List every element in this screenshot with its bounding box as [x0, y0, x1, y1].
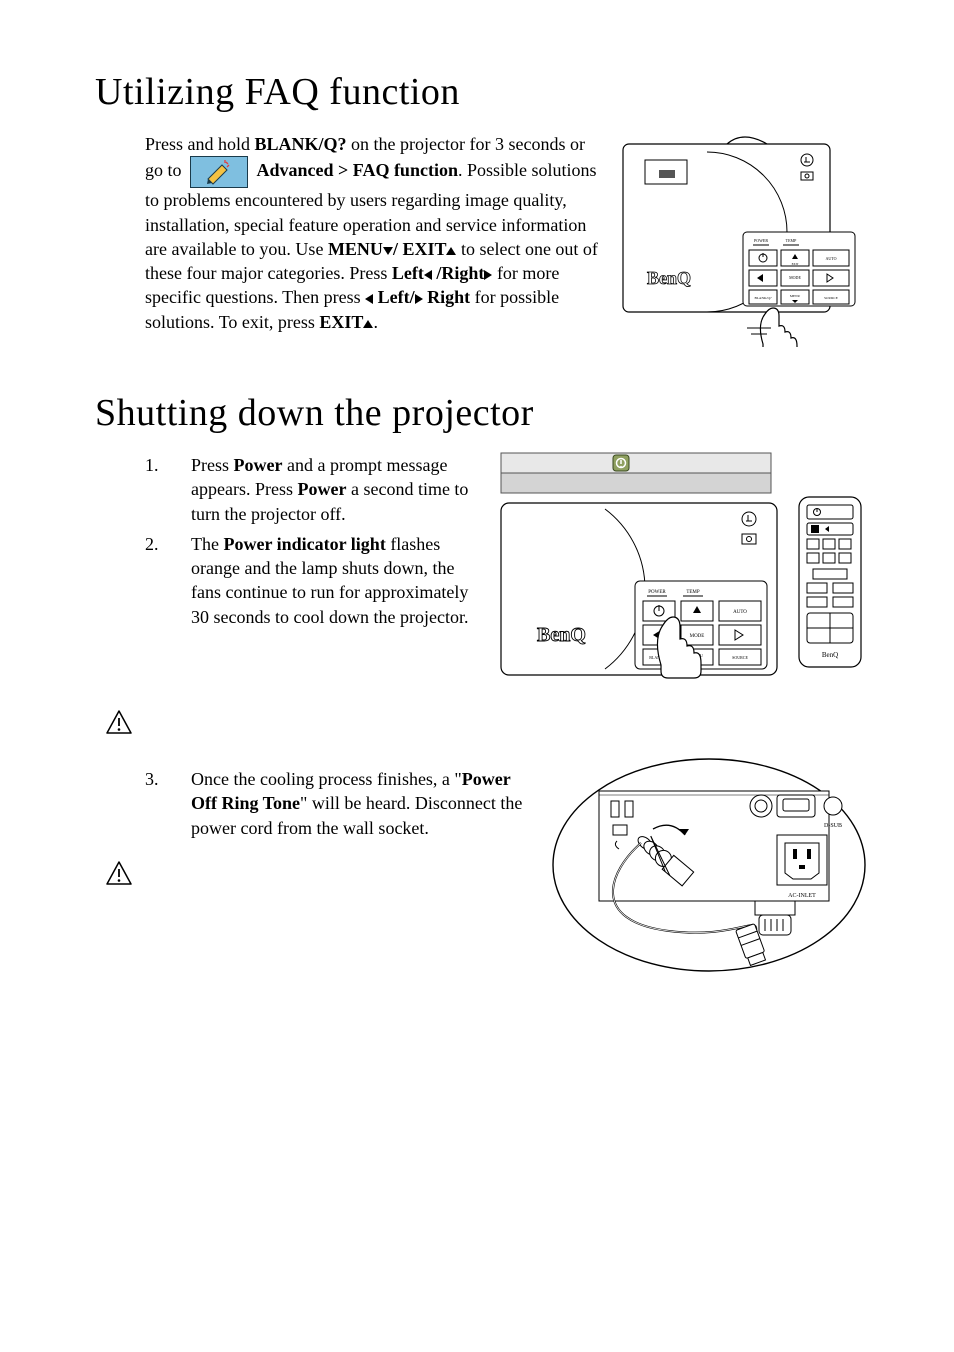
kw-left2: Left/: [378, 287, 415, 307]
svg-text:POWER: POWER: [648, 590, 666, 595]
kw-menu: MENU: [328, 239, 383, 259]
step-number: 2.: [145, 532, 191, 629]
arrow-right-icon: [415, 294, 423, 304]
svg-text:BenQ: BenQ: [537, 624, 586, 646]
kw-exit2: EXIT: [319, 312, 363, 332]
step-number: 1.: [145, 453, 191, 526]
brand-text: BenQ: [647, 268, 691, 288]
svg-text:MENU: MENU: [790, 294, 801, 298]
figure-unplug: D-SUB AC-INLET: [549, 751, 869, 979]
figure-projector-power: BenQ POWER TEMP: [497, 449, 869, 681]
step-number: 3.: [145, 767, 191, 840]
t: /: [393, 239, 398, 259]
kw-advanced: Advanced > FAQ function: [257, 160, 458, 180]
svg-text:MODE: MODE: [690, 634, 705, 639]
arrow-up-icon: [363, 320, 373, 328]
svg-text:BLANK/Q?: BLANK/Q?: [754, 296, 772, 300]
kw-left: Left: [392, 263, 424, 283]
caution-icon: [105, 709, 133, 737]
caution-1: [105, 707, 869, 737]
kw-power: Power: [297, 479, 346, 499]
step-3: 3. Once the cooling process finishes, a …: [145, 767, 531, 840]
kw-exit: EXIT: [402, 239, 446, 259]
arrow-down-icon: [383, 247, 393, 255]
arrow-left-icon: [424, 270, 432, 280]
svg-text:POWER: POWER: [754, 238, 768, 243]
svg-text:D-SUB: D-SUB: [824, 823, 842, 829]
svg-text:AC-INLET: AC-INLET: [788, 893, 816, 899]
svg-text:TEMP: TEMP: [786, 238, 797, 243]
svg-text:BenQ: BenQ: [822, 651, 838, 659]
svg-text:SOURCE: SOURCE: [732, 655, 748, 660]
t: Once the cooling process finishes, a ": [191, 769, 462, 789]
arrow-up-icon: [446, 247, 456, 255]
svg-text:MODE: MODE: [789, 275, 801, 280]
figure-projector-faq: BenQ POWER TEMP EXIT: [617, 132, 869, 347]
manual-page: Utilizing FAQ function BenQ PO: [0, 0, 954, 1352]
t: The: [191, 534, 223, 554]
kw-power-light: Power indicator light: [223, 534, 385, 554]
svg-text:SOURCE: SOURCE: [824, 296, 838, 300]
advanced-menu-icon: [190, 156, 248, 188]
faq-content: BenQ POWER TEMP EXIT: [95, 132, 869, 359]
caution-2: [105, 858, 531, 888]
caution-icon: [105, 860, 133, 888]
heading-shutdown: Shutting down the projector: [95, 391, 869, 435]
svg-text:TEMP: TEMP: [686, 590, 700, 595]
svg-text:AUTO: AUTO: [825, 256, 836, 261]
step-1: 1. Press Power and a prompt message appe…: [145, 453, 479, 526]
kw-right2: Right: [427, 287, 470, 307]
kw-blankq: BLANK/Q?: [255, 134, 347, 154]
svg-text:EXIT: EXIT: [792, 262, 799, 266]
t: /: [432, 263, 442, 283]
kw-right: Right: [441, 263, 484, 283]
step-2: 2. The Power indicator light flashes ora…: [145, 532, 479, 629]
t: Press: [191, 455, 234, 475]
arrow-left-icon: [365, 294, 373, 304]
kw-power: Power: [234, 455, 283, 475]
heading-faq: Utilizing FAQ function: [95, 70, 869, 114]
t: .: [373, 312, 378, 332]
svg-text:AUTO: AUTO: [733, 610, 747, 615]
t: Press and hold: [145, 134, 255, 154]
